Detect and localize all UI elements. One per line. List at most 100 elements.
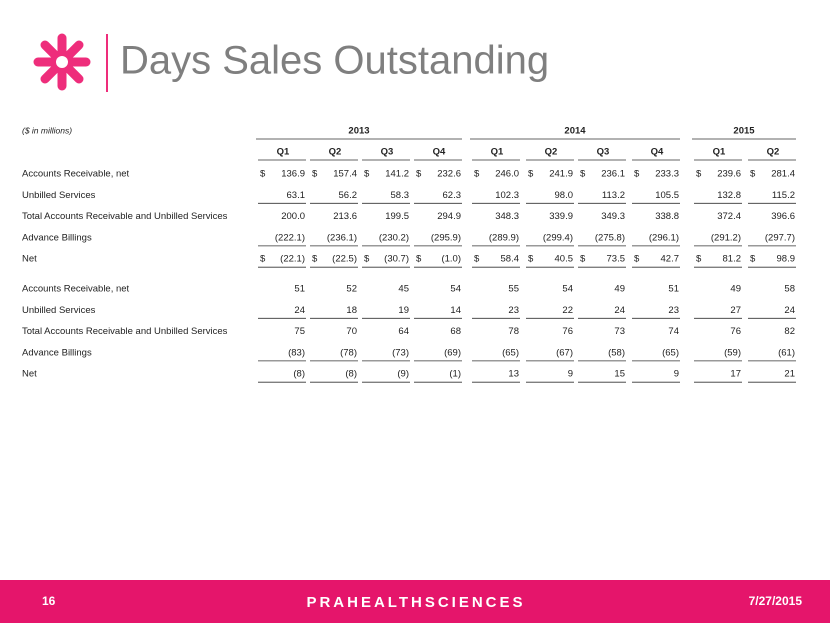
cell: (297.7) <box>765 232 795 243</box>
row-label: Accounts Receivable, net <box>22 169 130 180</box>
cell: (222.1) <box>275 232 305 243</box>
cell: 82 <box>784 326 795 337</box>
currency: $ <box>580 169 586 180</box>
cell: 40.5 <box>555 254 574 265</box>
cell: 63.1 <box>287 190 306 201</box>
currency: $ <box>580 254 586 265</box>
cell: 42.7 <box>661 254 680 265</box>
table-note: ($ in millions) <box>22 125 72 135</box>
cell: 199.5 <box>385 211 409 222</box>
cell: 23 <box>668 305 679 316</box>
row-label: Unbilled Services <box>22 190 96 201</box>
cell: (1) <box>449 369 461 380</box>
quarter-header: Q3 <box>381 147 394 158</box>
cell: 132.8 <box>717 190 741 201</box>
cell: 76 <box>562 326 573 337</box>
cell: (8) <box>345 369 357 380</box>
cell: 348.3 <box>495 211 519 222</box>
currency: $ <box>634 169 640 180</box>
cell: 136.9 <box>281 169 305 180</box>
cell: 339.9 <box>549 211 573 222</box>
cell: (30.7) <box>384 254 409 265</box>
cell: (67) <box>556 347 573 358</box>
cell: 113.2 <box>602 190 625 201</box>
quarter-header: Q1 <box>491 147 504 158</box>
cell: (275.8) <box>595 232 625 243</box>
currency: $ <box>474 169 480 180</box>
cell: 13 <box>508 369 519 380</box>
cell: 70 <box>346 326 357 337</box>
quarter-header: Q2 <box>329 147 342 158</box>
cell: 58.4 <box>501 254 520 265</box>
cell: (299.4) <box>543 232 573 243</box>
cell: 58 <box>784 284 795 295</box>
year-header: 2014 <box>564 126 586 137</box>
currency: $ <box>474 254 480 265</box>
quarter-header: Q3 <box>597 147 610 158</box>
cell: 55 <box>508 284 519 295</box>
cell: 64 <box>398 326 409 337</box>
cell: (289.9) <box>489 232 519 243</box>
currency: $ <box>364 254 370 265</box>
cell: 281.4 <box>771 169 795 180</box>
cell: 73 <box>614 326 625 337</box>
cell: 98.9 <box>777 254 796 265</box>
quarter-header: Q1 <box>713 147 726 158</box>
cell: 74 <box>668 326 679 337</box>
cell: (9) <box>397 369 409 380</box>
cell: 200.0 <box>281 211 305 222</box>
cell: (8) <box>293 369 305 380</box>
cell: (291.2) <box>711 232 741 243</box>
quarter-header: Q2 <box>545 147 558 158</box>
cell: (69) <box>444 347 461 358</box>
cell: 213.6 <box>333 211 357 222</box>
cell: 18 <box>346 305 357 316</box>
row-label: Net <box>22 369 37 380</box>
cell: 396.6 <box>771 211 795 222</box>
cell: 24 <box>614 305 625 316</box>
cell: (59) <box>724 347 741 358</box>
cell: 24 <box>294 305 305 316</box>
cell: 23 <box>508 305 519 316</box>
cell: 51 <box>294 284 305 295</box>
cell: 49 <box>614 284 625 295</box>
row-label: Advance Billings <box>22 232 92 243</box>
cell: 81.2 <box>723 254 742 265</box>
cell: 236.1 <box>601 169 625 180</box>
currency: $ <box>364 169 370 180</box>
cell: (65) <box>662 347 679 358</box>
currency: $ <box>312 254 318 265</box>
currency: $ <box>696 169 702 180</box>
row-label: Unbilled Services <box>22 305 96 316</box>
cell: 232.6 <box>437 169 461 180</box>
footer-date: 7/27/2015 <box>749 594 803 608</box>
cell: (73) <box>392 347 409 358</box>
currency: $ <box>750 254 756 265</box>
currency: $ <box>634 254 640 265</box>
cell: 24 <box>784 305 795 316</box>
cell: 21 <box>784 369 795 380</box>
cell: 9 <box>568 369 573 380</box>
currency: $ <box>750 169 756 180</box>
cell: 22 <box>562 305 573 316</box>
cell: (22.1) <box>280 254 305 265</box>
row-label: Total Accounts Receivable and Unbilled S… <box>22 211 228 222</box>
cell: 102.3 <box>495 190 519 201</box>
cell: 98.0 <box>555 190 574 201</box>
cell: (22.5) <box>332 254 357 265</box>
footer-bar <box>0 580 830 623</box>
page-number: 16 <box>42 594 56 608</box>
cell: 76 <box>730 326 741 337</box>
cell: (230.2) <box>379 232 409 243</box>
quarter-header: Q4 <box>651 147 664 158</box>
row-label: Accounts Receivable, net <box>22 284 130 295</box>
currency: $ <box>260 254 266 265</box>
cell: 17 <box>730 369 741 380</box>
cell: 58.3 <box>391 190 410 201</box>
cell: 54 <box>562 284 573 295</box>
currency: $ <box>312 169 318 180</box>
cell: (78) <box>340 347 357 358</box>
cell: (65) <box>502 347 519 358</box>
cell: 233.3 <box>655 169 679 180</box>
